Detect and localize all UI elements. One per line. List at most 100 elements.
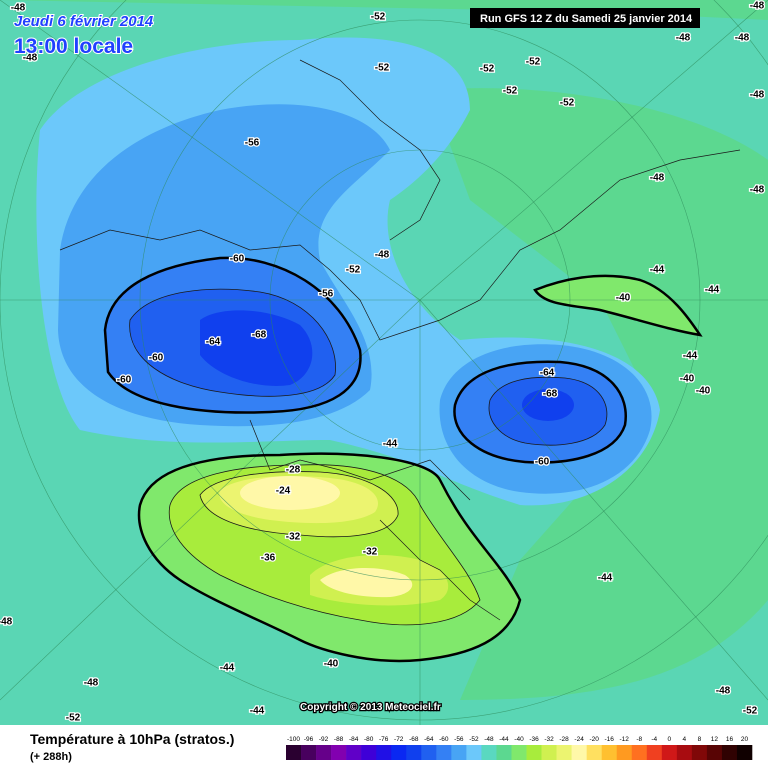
scale-label: -32 bbox=[544, 736, 554, 743]
run-info: Run GFS 12 Z du Samedi 25 janvier 2014 bbox=[480, 13, 693, 25]
contour-label: -52 bbox=[743, 706, 758, 717]
contour-label: -44 bbox=[650, 265, 665, 276]
scale-swatch bbox=[451, 745, 467, 760]
contour-label: -56 bbox=[319, 289, 334, 300]
contour-label: -48 bbox=[11, 3, 26, 14]
scale-swatch bbox=[691, 745, 708, 760]
contour-label: -44 bbox=[683, 351, 698, 362]
contour-label: -32 bbox=[363, 547, 378, 558]
scale-swatch bbox=[706, 745, 723, 760]
contour-label: -48 bbox=[750, 90, 765, 101]
footer-title: Température à 10hPa (stratos.) bbox=[30, 731, 234, 747]
contour-label: -44 bbox=[598, 573, 613, 584]
scale-label: -96 bbox=[304, 736, 314, 743]
contour-label: -44 bbox=[705, 285, 720, 296]
contour-label: -48 bbox=[650, 173, 665, 184]
scale-swatch bbox=[571, 745, 587, 760]
contour-label: -52 bbox=[526, 57, 541, 68]
contour-label: -40 bbox=[324, 659, 339, 670]
contours bbox=[103, 256, 703, 663]
contour-label: -60 bbox=[230, 254, 245, 265]
contour-label: -28 bbox=[286, 465, 301, 476]
scale-label: -44 bbox=[499, 736, 509, 743]
contour-label: -60 bbox=[149, 353, 164, 364]
contour-label: -48 bbox=[735, 33, 750, 44]
contour-label: -48 bbox=[0, 617, 13, 628]
scale-label: -28 bbox=[559, 736, 569, 743]
contour-label: -44 bbox=[220, 663, 235, 674]
scale-swatch bbox=[721, 745, 738, 760]
scale-swatch bbox=[631, 745, 648, 760]
scale-label: -76 bbox=[379, 736, 389, 743]
scale-swatch bbox=[616, 745, 633, 760]
scale-swatch bbox=[406, 745, 422, 760]
scale-label: -48 bbox=[484, 736, 494, 743]
scale-swatch bbox=[496, 745, 512, 760]
scale-label: 12 bbox=[711, 736, 719, 743]
contour-label: -60 bbox=[535, 457, 550, 468]
scale-swatch bbox=[511, 745, 527, 760]
contour-label: -48 bbox=[716, 686, 731, 697]
scale-label: -80 bbox=[364, 736, 374, 743]
scale-label: -60 bbox=[439, 736, 449, 743]
contour-label: -52 bbox=[560, 98, 575, 109]
contour-label: -48 bbox=[375, 250, 390, 261]
scale-swatch bbox=[481, 745, 497, 760]
lead-time: (+ 288h) bbox=[30, 751, 72, 763]
scale-swatch bbox=[421, 745, 437, 760]
scale-label: -36 bbox=[529, 736, 539, 743]
contour-label: -48 bbox=[84, 678, 99, 689]
scale-swatch bbox=[601, 745, 618, 760]
scale-swatch bbox=[301, 745, 317, 760]
contour-label: -40 bbox=[680, 374, 695, 385]
scale-label: -40 bbox=[514, 736, 524, 743]
contour-label: -40 bbox=[616, 293, 631, 304]
zone-minus68-east bbox=[522, 389, 574, 421]
run-box bbox=[470, 8, 700, 28]
scale-label: -68 bbox=[409, 736, 419, 743]
scale-label: -64 bbox=[424, 736, 434, 743]
zone-minus68 bbox=[200, 310, 313, 386]
contour-label: -32 bbox=[286, 532, 301, 543]
scale-label: -20 bbox=[589, 736, 599, 743]
contour-label: -48 bbox=[750, 185, 765, 196]
scale-swatch bbox=[316, 745, 332, 760]
scale-label: -56 bbox=[454, 736, 464, 743]
contour-label: -52 bbox=[371, 12, 386, 23]
contour-label: -24 bbox=[276, 486, 291, 497]
scale-label: -16 bbox=[604, 736, 614, 743]
zone-minus28-south bbox=[320, 568, 413, 598]
scale-swatch bbox=[391, 745, 407, 760]
scale-label: -100 bbox=[287, 736, 300, 743]
scale-swatch bbox=[661, 745, 678, 760]
zone-minus44 bbox=[430, 88, 768, 700]
contour-label: -40 bbox=[696, 386, 711, 397]
contour-label: -48 bbox=[23, 53, 38, 64]
scale-label: -84 bbox=[349, 736, 359, 743]
scale-label: 8 bbox=[698, 736, 702, 743]
contour-labels: -48 -52 -48 -48 -52 -52 -52 -48 -48 -52 -52 -48 -56 -… bbox=[0, 0, 766, 725]
contour-label: -48 bbox=[676, 33, 691, 44]
scale-label: -24 bbox=[574, 736, 584, 743]
contour-label: -52 bbox=[346, 265, 361, 276]
coastlines bbox=[59, 59, 741, 621]
contour-label: -36 bbox=[261, 553, 276, 564]
scale-swatch bbox=[526, 745, 542, 760]
scale-swatch bbox=[541, 745, 557, 760]
scale-label: 0 bbox=[668, 736, 672, 743]
zone-minus44-top bbox=[0, 0, 768, 20]
contour-label: -68 bbox=[252, 330, 267, 341]
scale-label: -72 bbox=[394, 736, 404, 743]
scale-label: 16 bbox=[726, 736, 734, 743]
scale-label: -88 bbox=[334, 736, 344, 743]
scale-swatch bbox=[586, 745, 602, 760]
contour-label: -44 bbox=[383, 439, 398, 450]
scale-swatch bbox=[676, 745, 693, 760]
scale-swatch bbox=[736, 745, 753, 760]
contour-label: -48 bbox=[750, 1, 765, 12]
scale-swatch bbox=[331, 745, 347, 760]
scale-label: 20 bbox=[741, 736, 749, 743]
scale-swatch bbox=[436, 745, 452, 760]
forecast-date: Jeudi 6 février 2014 bbox=[14, 13, 154, 30]
color-scale: -100 -96 -92 -88 -84 -80 -76 -72 -68 -64 -60 -56 -52… bbox=[286, 736, 753, 760]
